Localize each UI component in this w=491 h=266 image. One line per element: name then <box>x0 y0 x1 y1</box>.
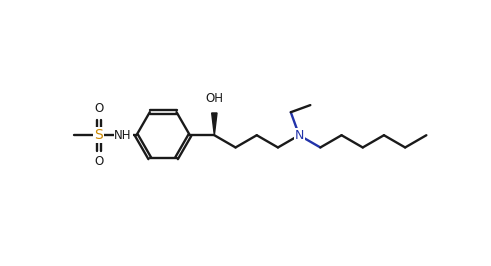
Text: N: N <box>295 129 304 142</box>
Text: S: S <box>94 128 103 142</box>
Polygon shape <box>212 113 217 135</box>
Text: O: O <box>94 102 103 115</box>
Text: NH: NH <box>114 129 132 142</box>
Text: O: O <box>94 155 103 168</box>
Text: OH: OH <box>205 92 223 105</box>
